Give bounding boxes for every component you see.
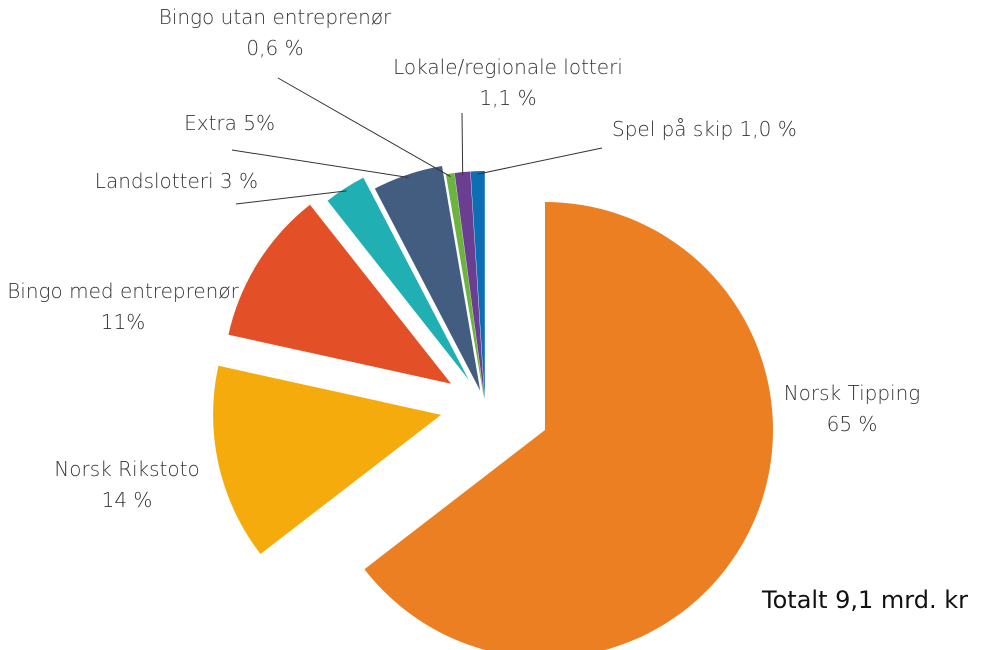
leader-line <box>477 147 603 175</box>
slice-value-label: 1,0 % <box>740 117 797 141</box>
slice-label: Norsk Tipping <box>784 381 921 405</box>
leader-line <box>461 112 464 176</box>
slice-label: Lokale/regionale lotteri <box>393 55 623 79</box>
slice-label: Spel på skip 1,0 % <box>612 117 797 141</box>
pie-slice <box>213 365 442 555</box>
pie-slice <box>374 166 481 391</box>
slice-label: Bingo med entreprenør <box>7 279 239 303</box>
total-note: Totalt 9,1 mrd. kr <box>761 586 968 614</box>
slice-value-label: 65 % <box>827 412 878 436</box>
pie-slice <box>445 173 485 400</box>
slice-name: Landslotteri <box>95 169 214 193</box>
pie-slice <box>470 171 485 400</box>
slice-value-label: 1,1 % <box>479 86 536 110</box>
leader-line <box>235 190 347 205</box>
slice-value-label: 3 % <box>220 169 258 193</box>
slice-value-label: 11% <box>101 310 145 334</box>
slice-value-label: 14 % <box>102 488 153 512</box>
slice-label: Extra 5% <box>184 111 275 135</box>
slice-label: Norsk Rikstoto <box>54 457 199 481</box>
slice-value-label: 0,6 % <box>246 36 303 60</box>
slice-name: Spel på skip <box>612 117 733 141</box>
pie-slice <box>364 202 773 650</box>
pie-slice <box>228 204 452 384</box>
slice-label: Landslotteri 3 % <box>95 169 258 193</box>
pie-slice <box>454 171 485 400</box>
slice-label: Bingo utan entreprenør <box>159 5 392 29</box>
slice-name: Extra <box>184 111 237 135</box>
slice-value-label: 5% <box>243 111 275 135</box>
leader-line <box>277 77 451 178</box>
leader-line <box>231 149 409 179</box>
pie-slice <box>327 177 469 380</box>
